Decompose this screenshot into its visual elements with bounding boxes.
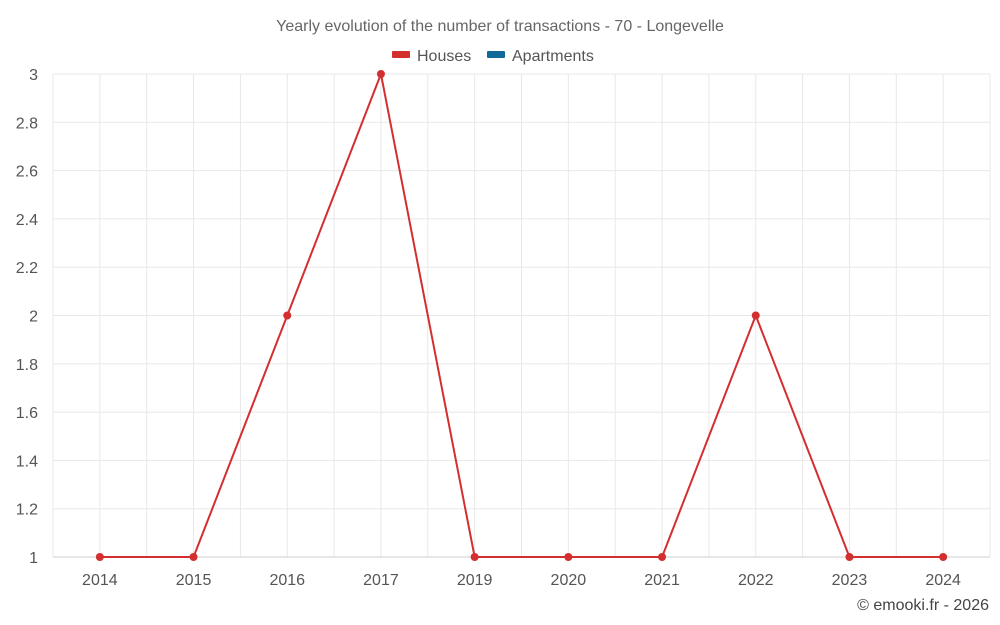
data-point-houses[interactable] — [658, 553, 667, 561]
x-tick-label: 2017 — [363, 572, 399, 589]
legend-swatch-houses — [392, 51, 410, 58]
y-tick-label: 2.2 — [16, 260, 38, 277]
x-tick-label: 2021 — [644, 572, 680, 589]
y-tick-label: 2.4 — [16, 212, 38, 229]
x-tick-label: 2023 — [832, 572, 868, 589]
grid — [52, 73, 991, 558]
legend-label-houses[interactable]: Houses — [417, 48, 471, 65]
x-tick-label: 2020 — [551, 572, 587, 589]
data-point-houses[interactable] — [751, 311, 760, 320]
y-tick-label: 1.4 — [16, 453, 38, 470]
chart-title: Yearly evolution of the number of transa… — [276, 18, 724, 35]
data-point-houses[interactable] — [564, 553, 573, 561]
legend-label-apartments[interactable]: Apartments — [512, 48, 594, 65]
data-point-houses[interactable] — [376, 70, 385, 78]
x-tick-label: 2022 — [738, 572, 774, 589]
x-tick-label: 2024 — [925, 572, 961, 589]
data-point-houses[interactable] — [470, 553, 479, 561]
data-point-houses[interactable] — [189, 553, 198, 561]
x-tick-label: 2019 — [457, 572, 493, 589]
y-tick-label: 1.6 — [16, 405, 38, 422]
x-tick-label: 2014 — [82, 572, 118, 589]
data-point-houses[interactable] — [95, 553, 104, 561]
y-tick-label: 2 — [29, 309, 38, 326]
y-tick-label: 3 — [29, 67, 38, 84]
y-axis: 1 1.2 1.4 1.6 1.8 2 2.2 2.4 2.6 2.8 3 — [16, 67, 38, 567]
y-tick-label: 2.8 — [16, 115, 38, 132]
y-tick-label: 2.6 — [16, 164, 38, 181]
credit: © emooki.fr - 2026 — [857, 597, 989, 614]
series-houses — [95, 70, 948, 561]
legend-swatch-apartments — [487, 51, 505, 58]
x-tick-label: 2015 — [176, 572, 212, 589]
legend: Houses Apartments — [392, 48, 594, 65]
y-tick-label: 1 — [29, 550, 38, 567]
data-point-houses[interactable] — [939, 553, 948, 561]
series-line-houses — [99, 70, 944, 558]
y-tick-label: 1.2 — [16, 502, 38, 519]
y-tick-label: 1.8 — [16, 357, 38, 374]
data-point-houses[interactable] — [845, 553, 854, 561]
x-tick-label: 2016 — [269, 572, 305, 589]
x-axis: 2014 2015 2016 2017 2019 2020 2021 2022 2023 2024 — [53, 556, 990, 589]
data-point-houses[interactable] — [283, 311, 292, 320]
